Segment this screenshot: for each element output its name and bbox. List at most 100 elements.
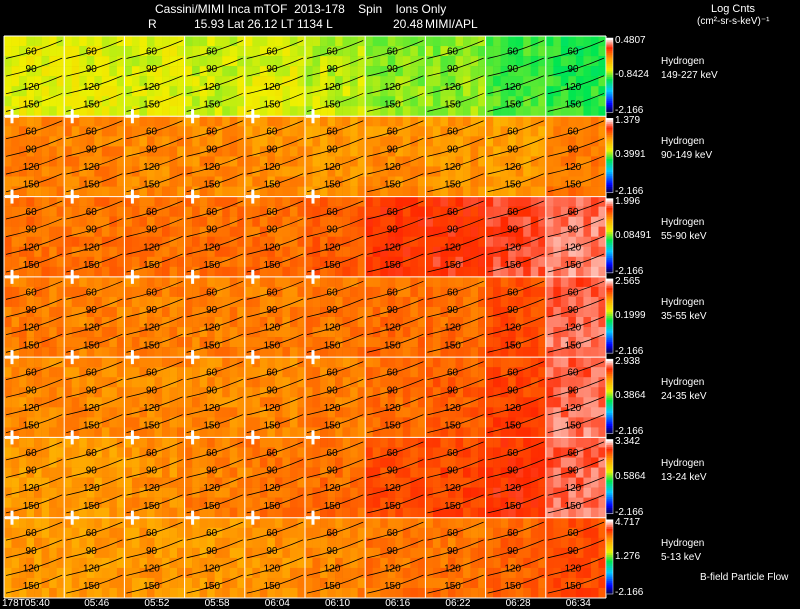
heatmap-pixel <box>553 507 562 519</box>
heatmap-pixel <box>259 577 268 589</box>
heatmap-pixel <box>463 156 471 167</box>
heatmap-pixel <box>154 577 163 589</box>
heatmap-pixel <box>64 467 73 478</box>
heatmap-pixel <box>222 447 231 458</box>
contour-line <box>367 333 424 353</box>
heatmap-pixel <box>169 507 178 519</box>
heatmap-pixel <box>229 547 238 559</box>
heatmap-pixel <box>252 126 261 137</box>
heatmap-pixel <box>508 337 517 348</box>
heatmap-pixel <box>455 547 464 559</box>
contour-label: 150 <box>444 421 461 432</box>
heatmap-pixel <box>34 56 42 67</box>
contour-label: 150 <box>324 180 341 191</box>
heatmap-pixel <box>222 186 231 197</box>
heatmap-pixel <box>64 317 73 328</box>
heatmap-pixel <box>26 587 35 599</box>
heatmap-pixel <box>229 317 238 328</box>
heatmap-pixel <box>154 36 163 47</box>
heatmap-pixel <box>71 397 80 408</box>
heatmap-pixel <box>64 457 73 468</box>
heatmap-pixel <box>440 387 449 398</box>
heatmap-pixel <box>177 527 185 539</box>
heatmap-pixel <box>478 457 486 468</box>
heatmap-pixel <box>387 36 396 47</box>
heatmap-pixel <box>86 337 95 348</box>
heatmap-pixel <box>312 547 321 559</box>
heatmap-pixel <box>478 236 486 248</box>
heatmap-pixel <box>177 567 185 579</box>
heatmap-pixel <box>410 206 419 217</box>
contour-label: 60 <box>507 207 519 218</box>
heatmap-pixel <box>508 457 517 468</box>
heatmap-pixel <box>305 76 313 87</box>
heatmap-pixel <box>380 447 389 458</box>
heatmap-pixel <box>86 46 95 57</box>
heatmap-pixel <box>455 467 464 478</box>
heatmap-pixel <box>365 467 374 478</box>
heatmap-pixel <box>274 377 283 388</box>
heatmap-pixel <box>478 507 486 519</box>
heatmap-pixel <box>575 387 584 398</box>
heatmap-pixel <box>402 547 411 559</box>
heatmap-pixel <box>169 567 178 579</box>
heatmap-pixel <box>139 577 148 589</box>
heatmap-pixel <box>560 56 569 67</box>
heatmap-pixel <box>508 136 517 147</box>
heatmap-pixel <box>252 76 261 87</box>
heatmap-pixel <box>49 397 57 408</box>
heatmap-pixel <box>500 66 509 77</box>
heatmap-pixel <box>545 116 554 127</box>
heatmap-pixel <box>297 347 306 358</box>
heatmap-pixel <box>478 306 486 318</box>
heatmap-pixel <box>312 517 321 529</box>
contour-line <box>367 93 424 112</box>
heatmap-pixel <box>229 527 238 539</box>
heatmap-pixel <box>116 447 125 458</box>
heatmap-pixel <box>94 327 103 338</box>
contour-label: 120 <box>83 564 100 575</box>
heatmap-pixel <box>478 136 486 147</box>
heatmap-pixel <box>11 557 20 569</box>
contour-line <box>487 218 544 238</box>
heatmap-pixel <box>116 567 125 579</box>
heatmap-pixel <box>583 66 592 77</box>
heatmap-pixel <box>568 216 577 227</box>
heatmap-pixel <box>252 206 261 217</box>
heatmap-pixel <box>259 186 268 197</box>
contour-label: 150 <box>23 99 40 110</box>
heatmap-pixel <box>447 317 456 328</box>
heatmap-pixel <box>320 487 328 498</box>
heatmap-pixel <box>485 296 494 308</box>
heatmap-pixel <box>289 46 298 57</box>
heatmap-pixel <box>222 437 231 448</box>
heatmap-pixel <box>244 387 253 398</box>
heatmap-pixel <box>538 417 547 428</box>
r-label: R <box>148 17 157 31</box>
heatmap-pixel <box>508 567 517 579</box>
heatmap-pixel <box>312 46 321 57</box>
heatmap-pixel <box>350 327 358 338</box>
contour-line <box>5 200 63 220</box>
heatmap-pixel <box>192 397 200 408</box>
heatmap-pixel <box>372 437 381 448</box>
heatmap-pixel <box>500 397 509 408</box>
heatmap-pixel <box>64 407 73 418</box>
heatmap-pixel <box>86 427 95 438</box>
contour-line <box>367 316 424 336</box>
heatmap-pixel <box>274 587 283 599</box>
heatmap-pixel <box>327 537 336 549</box>
heatmap-pixel <box>71 66 80 77</box>
heatmap-pixel <box>34 387 42 398</box>
heatmap-pixel <box>26 176 35 187</box>
heatmap-pixel <box>320 76 328 87</box>
heatmap-pixel <box>463 407 471 418</box>
heatmap-pixel <box>553 517 562 529</box>
heatmap-pixel <box>463 487 471 498</box>
heatmap-pixel <box>530 537 539 549</box>
heatmap-pixel <box>342 176 351 187</box>
heatmap-pixel <box>463 457 471 468</box>
heatmap-pixel <box>568 206 577 217</box>
heatmap-pixel <box>590 296 599 308</box>
contour-label: 120 <box>565 403 582 414</box>
